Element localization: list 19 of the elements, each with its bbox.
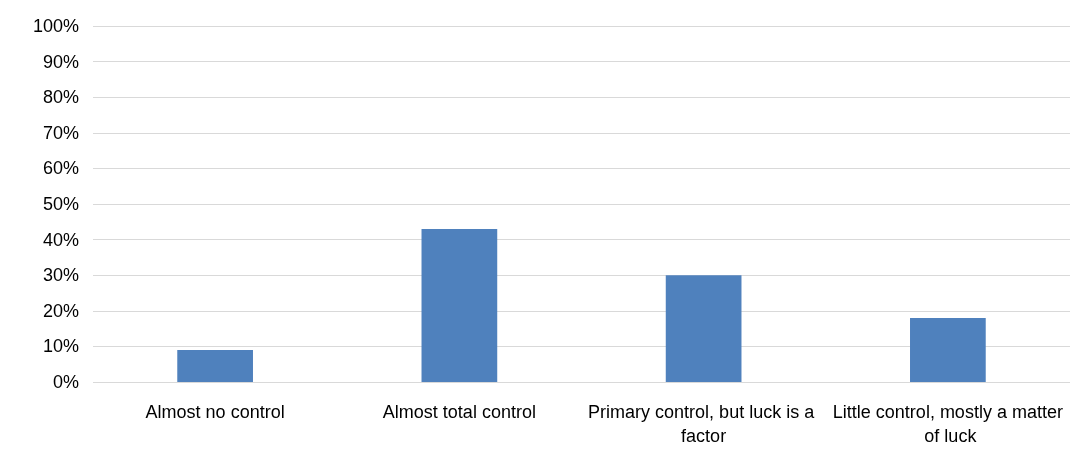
bar: [910, 317, 986, 382]
y-tick-label: 50%: [42, 194, 79, 214]
x-tick-label: Little control, mostly a matter of luck: [832, 402, 1063, 446]
y-tick-label: 90%: [42, 51, 79, 72]
y-tick-label: 80%: [42, 87, 79, 108]
x-tick-label: Almost no control: [145, 402, 285, 422]
y-tick-label: 10%: [42, 336, 79, 357]
y-tick-label: 40%: [42, 229, 79, 250]
y-tick-label: 100%: [32, 16, 79, 36]
x-tick-label: Almost total control: [382, 402, 536, 422]
y-tick-label: 60%: [42, 158, 79, 179]
y-tick-label: 0%: [52, 372, 79, 392]
bar: [421, 228, 498, 382]
bar: [665, 275, 742, 382]
y-tick-label: 30%: [42, 265, 79, 286]
y-tick-label: 70%: [42, 122, 79, 143]
y-tick-label: 20%: [42, 300, 79, 321]
bar: [177, 349, 253, 382]
x-tick-label: Primary control, but luck is a factor: [588, 402, 820, 446]
